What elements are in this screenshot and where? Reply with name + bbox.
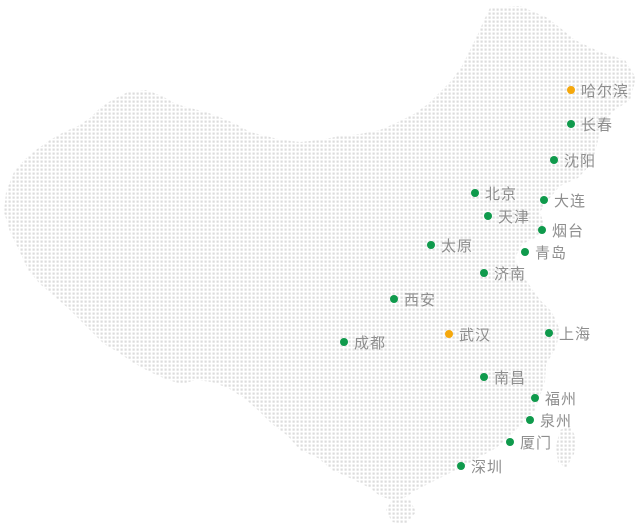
city-label: 北京 — [485, 184, 518, 203]
city-marker-shenyang[interactable]: 沈阳 — [550, 150, 596, 170]
city-label: 济南 — [494, 264, 527, 283]
city-marker-wuhan[interactable]: 武汉 — [445, 324, 491, 344]
marker-dot-icon — [480, 269, 488, 277]
city-label: 烟台 — [552, 221, 585, 240]
city-label: 厦门 — [520, 433, 553, 452]
city-label: 大连 — [554, 191, 587, 210]
marker-dot-icon — [526, 416, 534, 424]
city-marker-xian[interactable]: 西安 — [390, 289, 436, 309]
city-label: 深圳 — [471, 457, 504, 476]
city-label: 泉州 — [540, 411, 573, 430]
city-label: 天津 — [498, 207, 531, 226]
city-marker-taiyuan[interactable]: 太原 — [427, 235, 473, 255]
taiwan-shape — [556, 426, 576, 468]
city-label: 福州 — [545, 389, 578, 408]
marker-dot-icon — [506, 438, 514, 446]
marker-dot-icon — [480, 373, 488, 381]
city-label: 西安 — [404, 290, 437, 309]
city-marker-yantai[interactable]: 烟台 — [538, 220, 584, 240]
marker-dot-icon — [538, 226, 546, 234]
city-label: 沈阳 — [564, 151, 597, 170]
city-label: 青岛 — [535, 243, 568, 262]
city-marker-fuzhou[interactable]: 福州 — [531, 388, 577, 408]
city-marker-qingdao[interactable]: 青岛 — [521, 242, 567, 262]
city-marker-tianjin[interactable]: 天津 — [484, 206, 530, 226]
city-marker-shanghai[interactable]: 上海 — [545, 323, 591, 343]
marker-dot-icon — [545, 329, 553, 337]
city-label: 长春 — [581, 115, 614, 134]
city-marker-nanchang[interactable]: 南昌 — [480, 367, 526, 387]
mainland-shape — [4, 6, 636, 500]
marker-dot-icon — [471, 189, 479, 197]
marker-dot-icon — [445, 330, 453, 338]
city-marker-shenzhen[interactable]: 深圳 — [457, 456, 503, 476]
city-marker-jinan[interactable]: 济南 — [480, 263, 526, 283]
city-label: 上海 — [559, 324, 592, 343]
marker-dot-icon — [567, 86, 575, 94]
city-label: 太原 — [441, 236, 474, 255]
marker-dot-icon — [427, 241, 435, 249]
city-marker-beijing[interactable]: 北京 — [471, 183, 517, 203]
city-marker-quanzhou[interactable]: 泉州 — [526, 410, 572, 430]
marker-dot-icon — [531, 394, 539, 402]
marker-dot-icon — [540, 196, 548, 204]
city-label: 成都 — [354, 333, 387, 352]
city-marker-changchun[interactable]: 长春 — [567, 114, 613, 134]
marker-dot-icon — [521, 248, 529, 256]
marker-dot-icon — [550, 156, 558, 164]
city-marker-harbin[interactable]: 哈尔滨 — [567, 80, 629, 100]
marker-dot-icon — [567, 120, 575, 128]
hainan-shape — [386, 500, 416, 524]
city-label: 哈尔滨 — [581, 81, 630, 100]
city-label: 南昌 — [494, 368, 527, 387]
city-marker-chengdu[interactable]: 成都 — [340, 332, 386, 352]
marker-dot-icon — [484, 212, 492, 220]
city-label: 武汉 — [459, 325, 492, 344]
marker-dot-icon — [340, 338, 348, 346]
marker-dot-icon — [390, 295, 398, 303]
city-marker-dalian[interactable]: 大连 — [540, 190, 586, 210]
city-marker-xiamen[interactable]: 厦门 — [506, 432, 552, 452]
marker-dot-icon — [457, 462, 465, 470]
